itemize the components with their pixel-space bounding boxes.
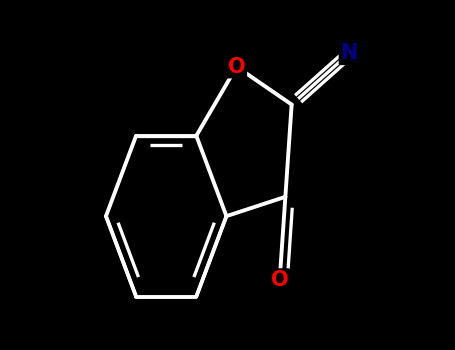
Text: N: N [340,43,358,63]
Text: O: O [271,270,288,290]
Text: O: O [228,57,245,77]
